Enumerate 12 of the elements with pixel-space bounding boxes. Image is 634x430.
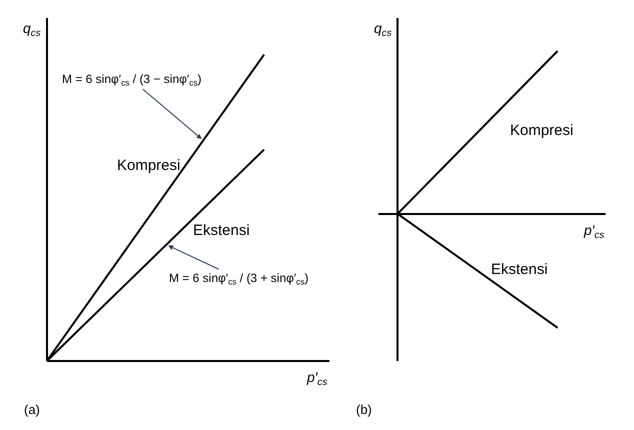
x-axis-title: p′$_{cs}$ bbox=[583, 222, 604, 241]
series-label: Kompresi bbox=[117, 157, 180, 174]
series-label: Ekstensi bbox=[193, 222, 250, 239]
text: (b) bbox=[356, 402, 372, 417]
x-axis-title: p′$_{cs}$ bbox=[306, 369, 328, 388]
annotation: M = 6 sinφ′$_{cs}$ / (3 + sinφ′$_{cs}$) bbox=[169, 271, 309, 287]
annotation: M = 6 sinφ′$_{cs}$ / (3 − sinφ′$_{cs}$) bbox=[62, 72, 202, 88]
series-label: Kompresi bbox=[510, 122, 574, 139]
series-label: Ekstensi bbox=[491, 261, 548, 278]
y-axis-title: q$_{cs}$ bbox=[374, 20, 392, 39]
y-axis-title: q$_{cs}$ bbox=[23, 20, 41, 39]
text: (a) bbox=[24, 402, 40, 417]
